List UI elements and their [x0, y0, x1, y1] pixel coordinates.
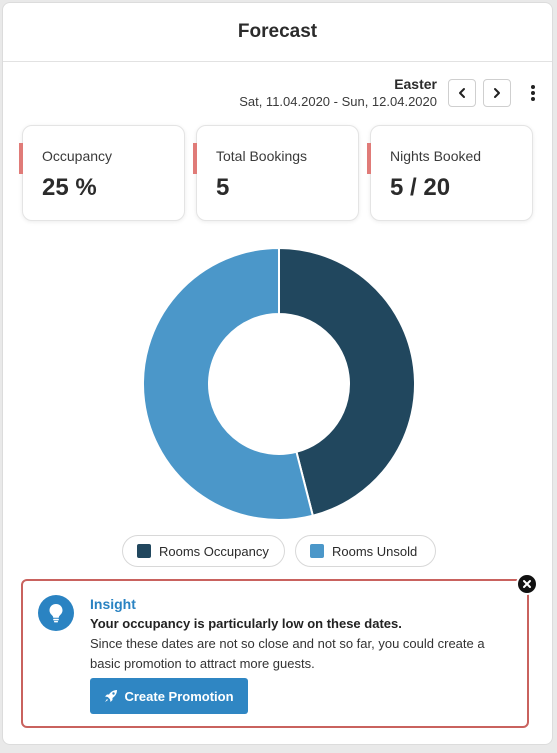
kpi-occupancy: Occupancy 25 % [19, 125, 185, 221]
kpi-accent-bar [193, 143, 197, 174]
insight-title: Insight [90, 596, 136, 612]
period-name: Easter [394, 76, 437, 92]
legend-swatch-occupied [137, 544, 151, 558]
insight-panel: Insight Your occupancy is particularly l… [21, 579, 529, 728]
kpi-label: Occupancy [42, 148, 113, 164]
kpi-label: Nights Booked [390, 148, 482, 164]
insight-body: Since these dates are not so close and n… [90, 636, 485, 671]
chevron-right-icon [494, 88, 500, 98]
period-info: Easter Sat, 11.04.2020 - Sun, 12.04.2020 [239, 75, 437, 111]
donut-slice-rooms-occupancy[interactable] [278, 246, 416, 517]
lightbulb-icon [38, 595, 74, 631]
kpi-total-bookings: Total Bookings 5 [193, 125, 359, 221]
card-header: Forecast [3, 3, 552, 62]
next-period-button[interactable] [483, 79, 511, 107]
page-title: Forecast [237, 21, 318, 42]
legend-label: Rooms Unsold [332, 543, 418, 559]
close-insight-button[interactable] [516, 573, 538, 595]
kpi-accent-bar [367, 143, 371, 174]
insight-headline: Your occupancy is particularly low on th… [90, 616, 402, 631]
kpi-value: 5 / 20 [390, 174, 451, 201]
kpi-accent-bar [19, 143, 23, 174]
kpi-value: 25 % [42, 174, 97, 201]
more-options-button[interactable] [525, 83, 541, 103]
occupancy-donut-chart [142, 246, 416, 521]
legend-rooms-unsold[interactable]: Rooms Unsold [295, 535, 436, 567]
kpi-nights-booked: Nights Booked 5 / 20 [367, 125, 533, 221]
kpi-label: Total Bookings [216, 148, 308, 164]
chevron-left-icon [459, 88, 465, 98]
kpi-value: 5 [216, 174, 230, 201]
more-vertical-icon [531, 85, 535, 101]
legend-rooms-occupancy[interactable]: Rooms Occupancy [122, 535, 285, 567]
create-promotion-label: Create Promotion [124, 688, 234, 704]
donut-slice-rooms-unsold[interactable] [142, 246, 315, 521]
legend-swatch-unsold [310, 544, 324, 558]
legend-label: Rooms Occupancy [159, 543, 269, 559]
rocket-icon [105, 690, 118, 702]
create-promotion-button[interactable]: Create Promotion [90, 678, 248, 714]
period-dates: Sat, 11.04.2020 - Sun, 12.04.2020 [239, 94, 437, 109]
close-icon [523, 580, 531, 588]
prev-period-button[interactable] [448, 79, 476, 107]
